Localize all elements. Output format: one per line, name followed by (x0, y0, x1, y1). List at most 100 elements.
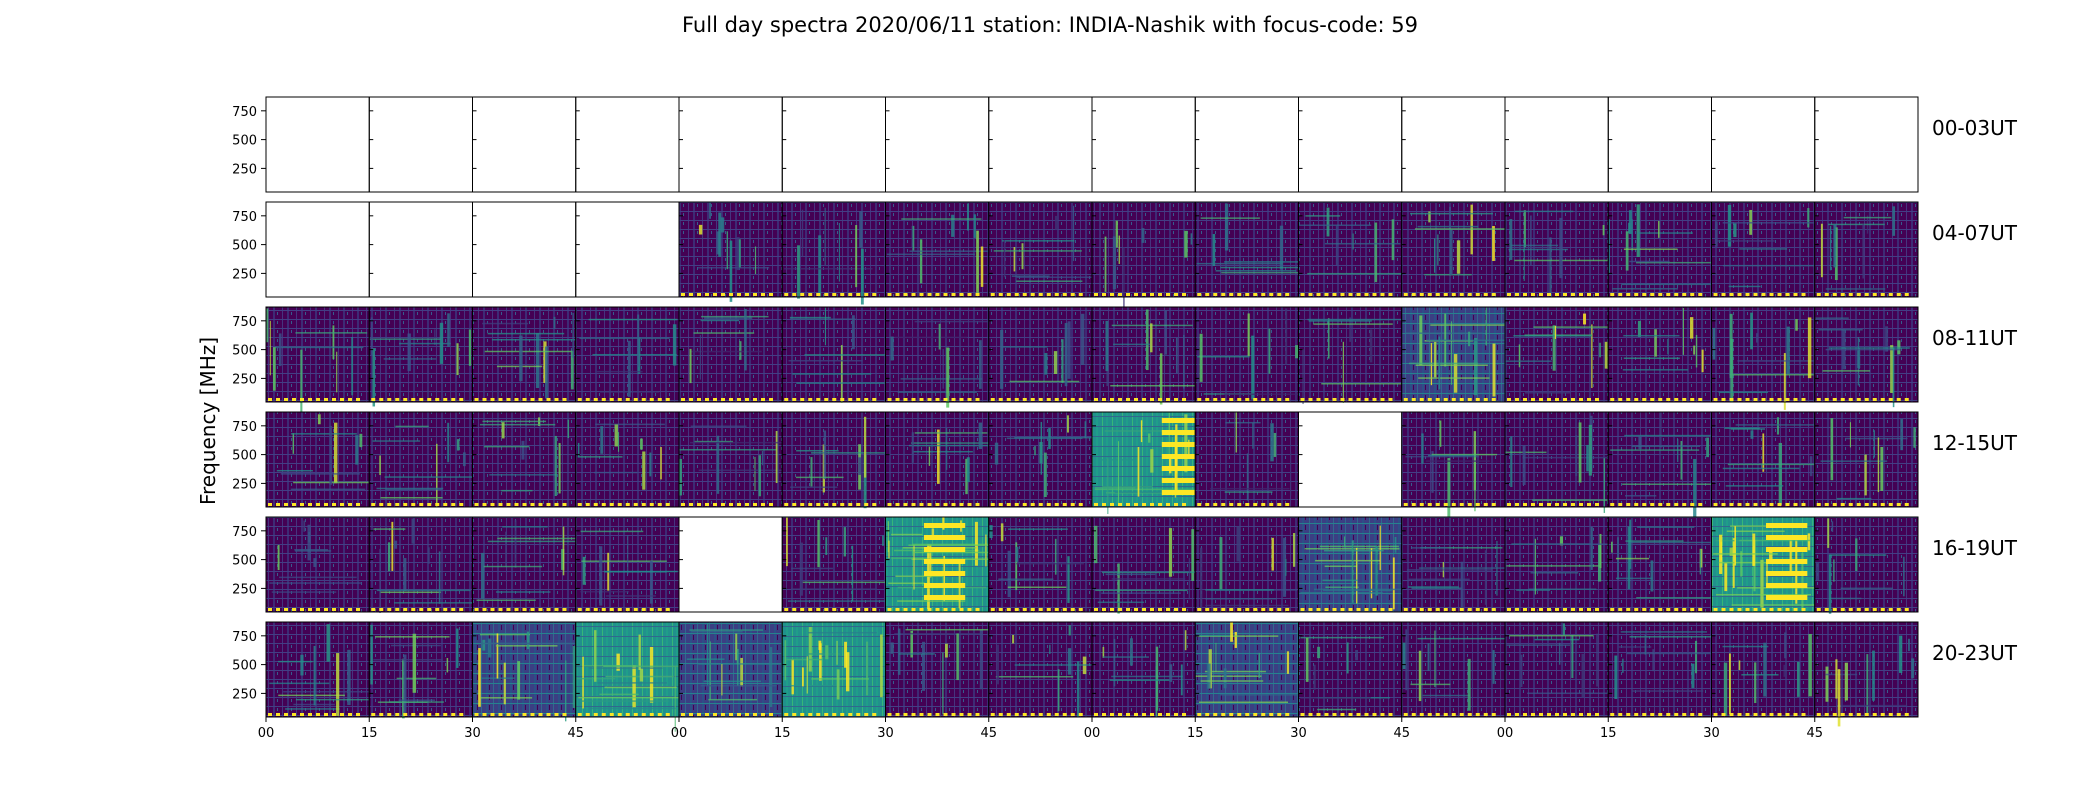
y-tick-label: 750 (232, 210, 257, 225)
baseline-marker (1610, 713, 1615, 716)
baseline-marker (1650, 293, 1655, 296)
rfi-streak (1273, 432, 1277, 457)
baseline-marker (1253, 608, 1258, 611)
rfi-streak (1268, 328, 1271, 374)
rfi-band (792, 373, 872, 375)
baseline-marker (451, 608, 456, 611)
baseline-marker (1824, 293, 1829, 296)
baseline-marker (1547, 503, 1551, 506)
rfi-band (491, 642, 580, 645)
rfi-streak (922, 641, 926, 691)
rfi-streak (407, 333, 411, 372)
baseline-marker (1737, 398, 1742, 401)
spectrum-heatmap (266, 517, 370, 612)
rfi-streak (1520, 654, 1523, 687)
baseline-marker (379, 503, 384, 506)
rfi-streak (1449, 229, 1453, 275)
panel-frame (1091, 96, 1196, 193)
rfi-streak (966, 457, 970, 483)
rfi-streak (1184, 630, 1187, 651)
rfi-band (480, 697, 533, 699)
rfi-band (912, 551, 998, 554)
rfi-streak (672, 324, 677, 366)
baseline-marker (562, 608, 567, 611)
rfi-streak (1842, 329, 1846, 370)
rfi-streak (370, 624, 373, 685)
rfi-streak (1714, 221, 1718, 247)
row-label: 04-07UT (1932, 221, 2018, 245)
rfi-streak (1402, 642, 1406, 670)
baseline-marker (872, 398, 877, 401)
rfi-streak (505, 531, 507, 568)
spectrum-panel (1814, 96, 1919, 193)
baseline-marker (1761, 503, 1766, 506)
baseline-marker (1308, 713, 1313, 716)
baseline-marker (1332, 293, 1337, 296)
rfi-streak (1317, 646, 1321, 659)
baseline-marker (1721, 503, 1726, 506)
baseline-marker (340, 503, 344, 506)
baseline-marker (1078, 608, 1083, 611)
rfi-streak (996, 644, 1000, 685)
rfi-streak (1180, 664, 1183, 696)
baseline-marker (1475, 398, 1480, 401)
baseline-marker (1277, 293, 1282, 296)
spectrum-heatmap (885, 622, 989, 717)
baseline-marker (919, 503, 924, 506)
rfi-streak (1072, 205, 1075, 262)
rfi-streak (1283, 537, 1287, 597)
baseline-marker (697, 293, 701, 296)
rfi-streak (1117, 441, 1120, 506)
baseline-marker (1864, 398, 1869, 401)
rfi-streak (269, 320, 271, 376)
rfi-band (1418, 377, 1490, 379)
baseline-marker (935, 503, 940, 506)
rfi-band (1425, 460, 1490, 462)
rfi-band (704, 317, 753, 319)
baseline-marker (1475, 608, 1480, 611)
rfi-band (277, 660, 313, 663)
baseline-marker (832, 398, 837, 401)
rfi-streak (1394, 536, 1397, 553)
rfi-streak (1807, 533, 1811, 551)
spectrum-panel (988, 201, 1097, 298)
rfi-streak (1313, 664, 1316, 690)
spectrum-heatmap (1195, 517, 1299, 612)
baseline-marker (761, 398, 765, 401)
baseline-marker (1332, 713, 1337, 716)
panel-frame (678, 516, 783, 613)
baseline-marker (1245, 398, 1250, 401)
rfi-band (385, 488, 443, 491)
baseline-marker (300, 503, 304, 506)
spectrum-panel (368, 516, 485, 613)
spectrum-panel (472, 96, 577, 193)
rfi-band (1722, 645, 1769, 648)
baseline-marker (1618, 608, 1623, 611)
rfi-streak (843, 527, 846, 557)
panel-frame (678, 96, 783, 193)
rfi-streak (912, 225, 915, 251)
baseline-marker (649, 503, 654, 506)
rfi-streak (1849, 422, 1851, 448)
baseline-marker (753, 503, 757, 506)
baseline-marker (1753, 608, 1758, 611)
baseline-marker (1650, 713, 1655, 716)
rfi-streak (845, 652, 850, 692)
y-tick-label: 750 (232, 630, 257, 645)
rfi-streak (946, 427, 948, 470)
rfi-band (1322, 579, 1358, 582)
rfi-streak (565, 660, 567, 722)
rfi-streak (1123, 247, 1125, 313)
rfi-streak (729, 240, 733, 302)
baseline-marker (840, 293, 845, 296)
rfi-band (1737, 360, 1832, 362)
baseline-marker (395, 398, 400, 401)
rfi-band (1630, 541, 1723, 544)
strong-emission-band (1161, 430, 1204, 435)
baseline-marker (1721, 293, 1726, 296)
rfi-streak (1890, 345, 1894, 393)
baseline-marker (1388, 398, 1393, 401)
rfi-streak (824, 307, 827, 346)
baseline-marker (538, 503, 543, 506)
baseline-marker (1261, 713, 1266, 716)
